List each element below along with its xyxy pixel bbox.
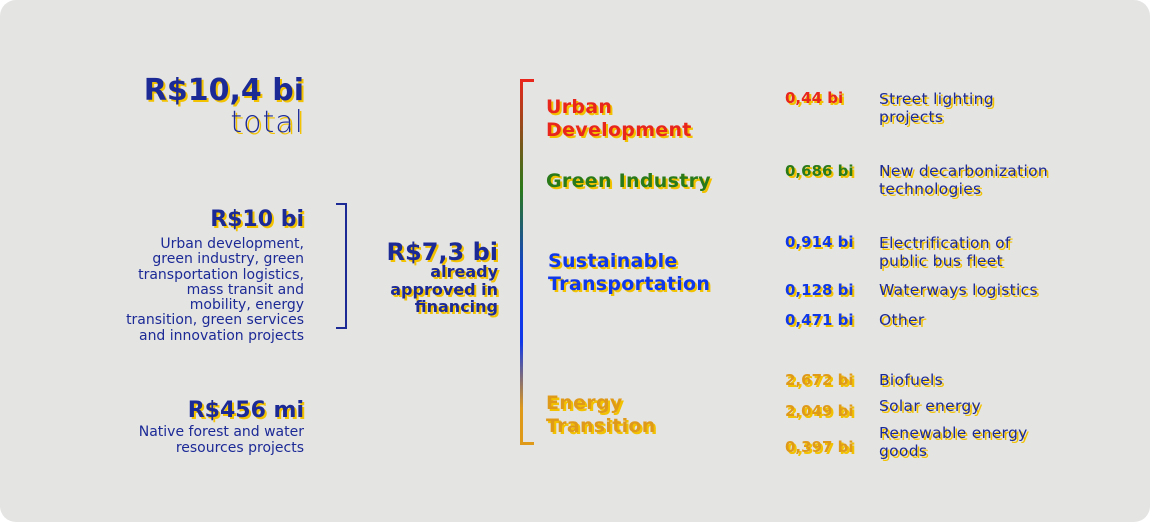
item-value: 0,397 bi xyxy=(785,438,854,456)
cat-line: Development xyxy=(546,119,692,141)
category-energy-transition: Energy Transition xyxy=(546,392,656,438)
bar-bottom-tick xyxy=(520,442,534,445)
label-line: technologies xyxy=(879,180,982,198)
label-line: goods xyxy=(879,442,928,460)
group-description-10bi: Urban development, green industry, green… xyxy=(126,236,304,344)
item-label: Renewable energy goods xyxy=(879,424,1028,460)
item-value: 0,686 bi xyxy=(785,162,854,180)
group-amount-456mi: R$456 mi xyxy=(187,398,304,423)
label-line: Solar energy xyxy=(879,397,982,415)
desc-line: transportation logistics, xyxy=(138,266,304,283)
item-value: 0,128 bi xyxy=(785,281,854,299)
label-line: Other xyxy=(879,311,925,329)
item-value: 2,672 bi xyxy=(785,371,854,389)
cat-line: Transportation xyxy=(548,273,711,295)
label-line: Street lighting xyxy=(879,90,994,108)
category-sustainable-transportation: Sustainable Transportation xyxy=(548,250,710,296)
category-green-industry: Green Industry xyxy=(546,170,711,193)
item-label: Electrification of public bus fleet xyxy=(879,234,1011,270)
label-line: New decarbonization xyxy=(879,162,1048,180)
label-line: projects xyxy=(879,108,944,126)
cat-line: Urban xyxy=(546,96,613,118)
item-label: Solar energy xyxy=(879,397,981,415)
bracket xyxy=(336,203,347,329)
label-line: Waterways logistics xyxy=(879,281,1038,299)
total-amount: R$10,4 bi xyxy=(143,73,304,108)
item-value: 0,471 bi xyxy=(785,311,854,329)
cat-line: Transition xyxy=(546,415,656,437)
desc-line: mobility, energy xyxy=(189,297,304,314)
item-label: Biofuels xyxy=(879,371,943,389)
label-line: Electrification of xyxy=(879,234,1011,252)
desc-line: Urban development, xyxy=(160,236,304,252)
item-value: 2,049 bi xyxy=(785,402,854,420)
label-line: financing xyxy=(414,297,498,316)
label-line: approved in xyxy=(390,279,498,299)
desc-line: Native forest and water xyxy=(138,424,304,440)
group-description-456mi: Native forest and water resources projec… xyxy=(138,424,304,456)
total-label: total xyxy=(230,105,304,140)
desc-line: transition, green services xyxy=(126,312,304,329)
cat-line: Green Industry xyxy=(546,170,711,192)
label-line: Renewable energy xyxy=(879,424,1028,442)
approved-amount: R$7,3 bi xyxy=(386,238,498,266)
desc-line: and innovation projects xyxy=(138,327,304,344)
bar-top-tick xyxy=(520,79,534,82)
cat-line: Energy xyxy=(546,392,623,414)
label-line: already xyxy=(430,262,498,281)
group-amount-10bi: R$10 bi xyxy=(210,207,304,232)
item-label: Waterways logistics xyxy=(879,281,1038,299)
item-value: 0,44 bi xyxy=(785,89,844,107)
item-label: New decarbonization technologies xyxy=(879,162,1048,198)
item-label: Other xyxy=(879,311,925,329)
item-label: Street lighting projects xyxy=(879,90,994,126)
desc-line: resources projects xyxy=(175,439,304,456)
desc-line: mass transit and xyxy=(186,281,304,298)
desc-line: green industry, green xyxy=(152,251,304,268)
label-line: Biofuels xyxy=(879,371,944,389)
category-bar xyxy=(520,79,523,445)
item-value: 0,914 bi xyxy=(785,233,854,251)
category-urban-development: Urban Development xyxy=(546,96,692,142)
label-line: public bus fleet xyxy=(879,252,1003,270)
cat-line: Sustainable xyxy=(548,250,678,272)
approved-label: already approved in financing xyxy=(390,263,498,316)
